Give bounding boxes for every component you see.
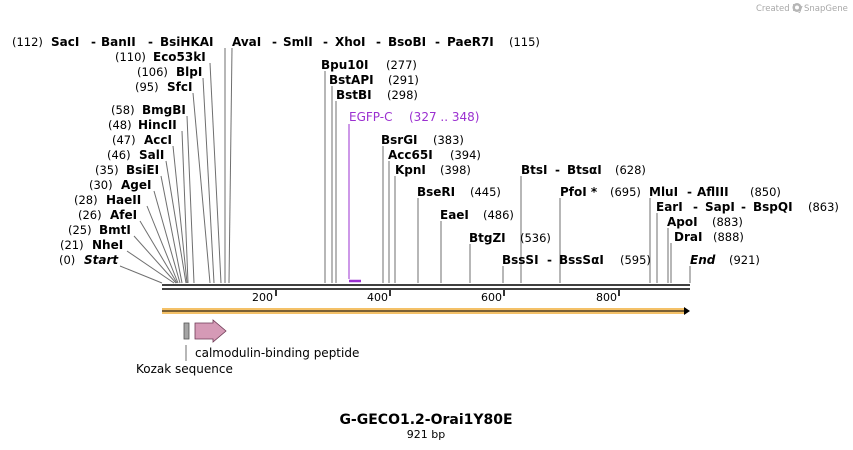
kozak-sequence-feature[interactable] xyxy=(183,322,190,340)
site-draI[interactable]: DraI (888) xyxy=(674,230,744,244)
site-bssSI[interactable]: BssSI - BssSαI (595) xyxy=(502,253,651,267)
site-nheI[interactable]: (21) NheI xyxy=(60,238,123,252)
site-bstBI[interactable]: BstBI (298) xyxy=(336,88,418,102)
credit-text: Created by xyxy=(756,4,803,14)
snapgene-logo-icon xyxy=(792,3,802,12)
site-blpI[interactable]: (106) BlpI xyxy=(137,65,202,79)
site-bsiEI[interactable]: (35) BsiEI xyxy=(95,163,159,177)
site-bpu10I[interactable]: Bpu10I (277) xyxy=(321,58,417,72)
site-hincII[interactable]: (48) HincII xyxy=(108,118,177,132)
site-ageI[interactable]: (30) AgeI xyxy=(89,178,151,192)
tick-label: 800 xyxy=(596,291,617,304)
map-title: G-GECO1.2-Orai1Y80E xyxy=(339,412,512,428)
site-accI[interactable]: (47) AccI xyxy=(112,133,172,147)
site-btgZI[interactable]: BtgZI (536) xyxy=(469,231,551,245)
site-sfcI[interactable]: (95) SfcI xyxy=(135,80,192,94)
right-cluster-leaders xyxy=(324,71,691,283)
calmodulin-binding-peptide-feature[interactable] xyxy=(194,319,227,343)
site-group-sacI-cluster[interactable]: (112) SacI - BanII - BsiHKAI AvaI - SmlI… xyxy=(12,31,540,50)
site-acc65I[interactable]: Acc65I (394) xyxy=(388,148,481,162)
site-bmgBI[interactable]: (58) BmgBI xyxy=(111,103,186,117)
orf-arrow[interactable] xyxy=(162,307,690,315)
site-mluI[interactable]: MluI - AflIII (850) xyxy=(649,185,781,199)
calmodulin-binding-peptide-label: calmodulin-binding peptide xyxy=(195,346,359,360)
site-kpnI[interactable]: KpnI (398) xyxy=(395,163,471,177)
brand-text: SnapGene xyxy=(804,4,848,14)
site-bmtI[interactable]: (25) BmtI xyxy=(68,223,131,237)
tick-label: 400 xyxy=(367,291,388,304)
primer-range: (327 .. 348) xyxy=(409,110,479,124)
left-cluster-leaders xyxy=(119,47,233,284)
kozak-sequence-label: Kozak sequence xyxy=(136,362,233,376)
site-eaeI[interactable]: EaeI (486) xyxy=(440,208,514,222)
site-salI[interactable]: (46) SalI xyxy=(107,148,164,162)
site-bstAPI[interactable]: BstAPI (291) xyxy=(329,73,419,87)
tick-label: 600 xyxy=(481,291,502,304)
tick-label: 200 xyxy=(252,291,273,304)
site-eco53kI[interactable]: (110) Eco53kI xyxy=(115,50,206,64)
site-afeI[interactable]: (26) AfeI xyxy=(78,208,137,222)
site-apoI[interactable]: ApoI (883) xyxy=(667,215,743,229)
site-earI[interactable]: EarI - SapI - BspQI (863) xyxy=(656,200,839,214)
primer-name[interactable]: EGFP-C xyxy=(349,110,392,124)
sequence-length: 921 bp xyxy=(407,428,445,441)
site-bsrGI[interactable]: BsrGI (383) xyxy=(381,133,464,147)
sequence-end-marker[interactable]: End (921) xyxy=(690,253,760,267)
site-bseRI[interactable]: BseRI (445) xyxy=(417,185,501,199)
site-haeII[interactable]: (28) HaeII xyxy=(74,193,141,207)
sequence-start-marker[interactable]: (0) Start xyxy=(59,253,119,267)
site-btsI[interactable]: BtsI - BtsαI (628) xyxy=(521,163,646,177)
site-pfoI[interactable]: PfoI * (695) xyxy=(560,185,641,199)
